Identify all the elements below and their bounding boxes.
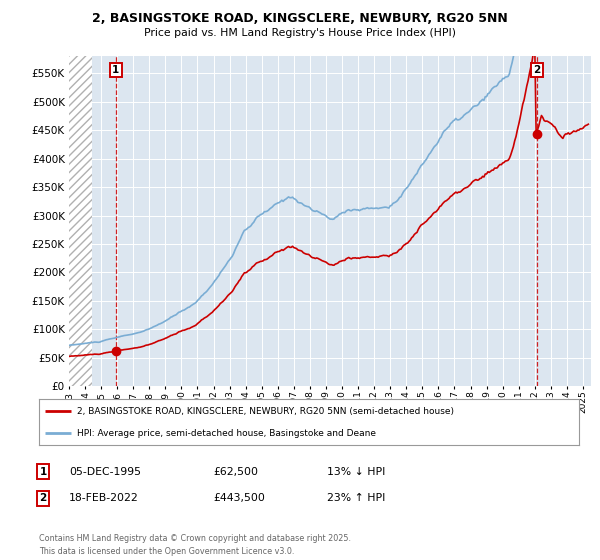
Text: 2, BASINGSTOKE ROAD, KINGSCLERE, NEWBURY, RG20 5NN: 2, BASINGSTOKE ROAD, KINGSCLERE, NEWBURY… [92,12,508,25]
Text: 18-FEB-2022: 18-FEB-2022 [69,493,139,503]
Text: HPI: Average price, semi-detached house, Basingstoke and Deane: HPI: Average price, semi-detached house,… [77,429,376,438]
Text: £443,500: £443,500 [213,493,265,503]
Text: 2: 2 [40,493,47,503]
Text: 05-DEC-1995: 05-DEC-1995 [69,466,141,477]
Text: 13% ↓ HPI: 13% ↓ HPI [327,466,385,477]
Text: 2, BASINGSTOKE ROAD, KINGSCLERE, NEWBURY, RG20 5NN (semi-detached house): 2, BASINGSTOKE ROAD, KINGSCLERE, NEWBURY… [77,407,454,416]
Text: 1: 1 [112,65,119,75]
Text: Contains HM Land Registry data © Crown copyright and database right 2025.
This d: Contains HM Land Registry data © Crown c… [39,534,351,556]
Text: 23% ↑ HPI: 23% ↑ HPI [327,493,385,503]
Text: Price paid vs. HM Land Registry's House Price Index (HPI): Price paid vs. HM Land Registry's House … [144,28,456,38]
Text: 2: 2 [533,65,541,75]
Text: 1: 1 [40,466,47,477]
Text: £62,500: £62,500 [213,466,258,477]
